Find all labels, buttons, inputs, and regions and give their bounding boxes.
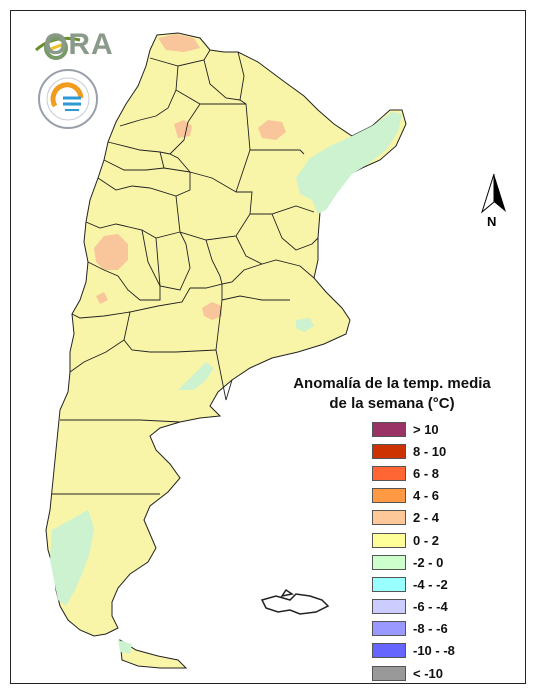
- legend-swatch: [372, 599, 406, 615]
- legend-swatch: [372, 443, 406, 459]
- legend-label: -8 - -6: [413, 621, 448, 637]
- legend-item: 8 - 10: [372, 440, 455, 462]
- legend-item: -10 - -8: [372, 640, 455, 662]
- legend-title-line2: de la semana (°C): [329, 395, 455, 412]
- legend-swatch: [372, 532, 406, 548]
- legend-swatch: [372, 465, 406, 481]
- north-label: N: [487, 214, 497, 229]
- islas-malvinas: [260, 588, 330, 615]
- legend-swatch: [372, 665, 406, 681]
- legend-label: > 10: [413, 421, 439, 437]
- legend-swatch: [372, 510, 406, 526]
- legend-swatch: [372, 621, 406, 637]
- cool-anomaly-zones: [50, 112, 402, 654]
- tierra-del-fuego: [119, 639, 188, 669]
- legend-label: < -10: [413, 665, 443, 681]
- legend-label: -4 - -2: [413, 576, 448, 592]
- legend-label: -10 - -8: [413, 643, 455, 659]
- mainland-argentina: [45, 32, 407, 637]
- ora-logo-icon: [35, 36, 81, 60]
- legend-label: 8 - 10: [413, 443, 447, 459]
- legend-item: < -10: [372, 662, 455, 684]
- warm-anomaly-zones: [94, 34, 286, 320]
- legend-swatch: [372, 488, 406, 504]
- legend-item: 0 - 2: [372, 529, 455, 551]
- legend-swatch: [372, 554, 406, 570]
- province-borders: [52, 49, 319, 495]
- legend-label: 2 - 4: [413, 510, 440, 526]
- legend-title: Anomalía de la temp. media de la semana …: [292, 374, 492, 414]
- legend-swatch: [372, 576, 406, 592]
- ora-logo-text: ORA: [44, 28, 114, 61]
- legend-item: -6 - -4: [372, 596, 455, 618]
- legend-label: -6 - -4: [413, 599, 448, 615]
- legend-swatch: [372, 643, 406, 659]
- smn-seal-icon: [38, 69, 98, 129]
- legend: > 10 8 - 10 6 - 8 4 - 6 2 - 4 0 - 2 -2 - 0 -4 -…: [372, 418, 455, 684]
- legend-item: 2 - 4: [372, 507, 455, 529]
- legend-item: 4 - 6: [372, 485, 455, 507]
- legend-swatch: [372, 421, 406, 437]
- north-arrow-icon: [481, 173, 506, 214]
- legend-item: 6 - 8: [372, 462, 455, 484]
- legend-item: -8 - -6: [372, 618, 455, 640]
- legend-item: -4 - -2: [372, 573, 455, 595]
- legend-item: > 10: [372, 418, 455, 440]
- legend-label: 0 - 2: [413, 532, 440, 548]
- map-frame: [10, 10, 526, 684]
- legend-item: -2 - 0: [372, 551, 455, 573]
- legend-title-line1: Anomalía de la temp. media: [293, 375, 491, 392]
- legend-label: 4 - 6: [413, 488, 440, 504]
- legend-label: -2 - 0: [413, 554, 444, 570]
- legend-label: 6 - 8: [413, 465, 440, 481]
